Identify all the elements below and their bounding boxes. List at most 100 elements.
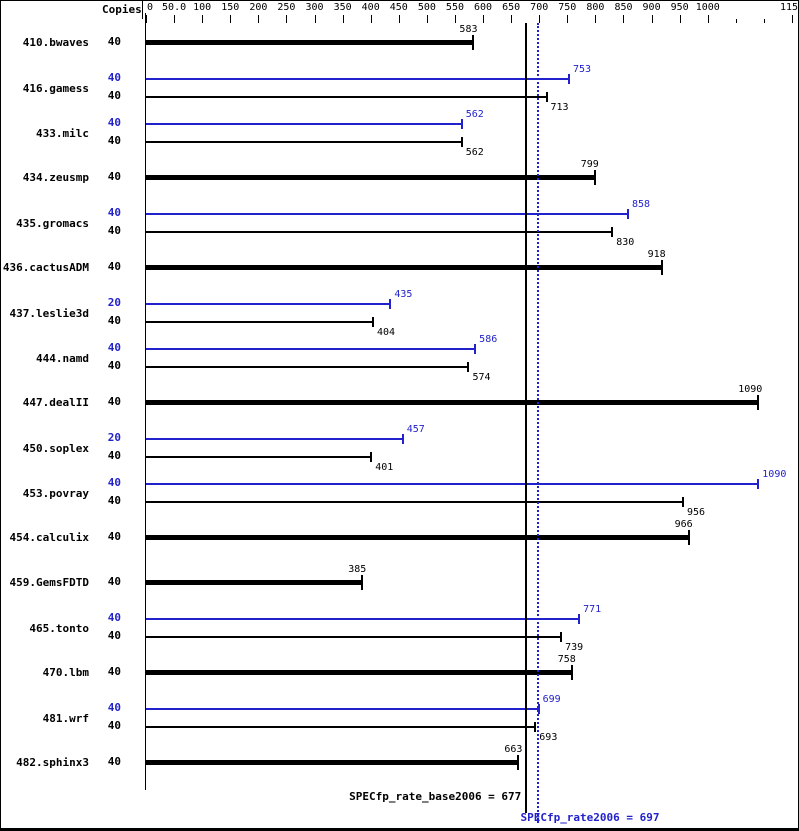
peak-bar — [146, 483, 759, 485]
axis-tick-label: 100 — [193, 2, 212, 13]
base-bar — [146, 231, 613, 233]
base-bar-cap — [460, 137, 463, 147]
benchmark-row: 453.povray 40 1090 40 956 — [1, 469, 798, 520]
base-value-label: 799 — [580, 159, 599, 170]
peak-bar-cap — [460, 119, 463, 129]
axis-tick — [651, 15, 653, 23]
base-copies: 40 — [107, 260, 121, 273]
axis-tick — [286, 15, 288, 23]
axis-tick — [539, 15, 541, 23]
axis-tick — [174, 15, 176, 23]
x-axis: 0 50.0 100 150 200 250 300 350 400 450 500 550 600 65… — [1, 1, 798, 23]
peak-bar — [146, 438, 403, 440]
peak-bar — [146, 78, 569, 80]
benchmark-row: 447.dealII 40 1090 — [1, 384, 798, 430]
benchmark-label: 416.gamess — [22, 82, 89, 95]
benchmark-label: 454.calculix — [9, 531, 89, 544]
benchmark-label: 453.povray — [22, 487, 89, 500]
header-separator — [142, 1, 143, 19]
base-copies: 40 — [107, 719, 121, 732]
base-bar — [146, 456, 372, 458]
peak-value-label: 771 — [583, 604, 602, 615]
peak-bar — [146, 303, 391, 305]
peak-value-label: 753 — [572, 64, 592, 75]
axis-tick — [202, 15, 204, 23]
base-copies: 40 — [107, 665, 121, 678]
base-copies: 40 — [107, 530, 121, 543]
axis-tick-label: 0 — [146, 2, 154, 13]
axis-tick-label: 950 — [670, 2, 689, 13]
peak-bar-cap — [389, 299, 392, 309]
base-bar-cap — [687, 530, 690, 545]
axis-tick-label: 150 — [221, 2, 240, 13]
base-value-label: 758 — [557, 654, 576, 665]
axis-tick — [314, 15, 316, 23]
axis-tick — [707, 15, 709, 23]
axis-tick — [398, 15, 400, 23]
peak-copies: 40 — [107, 206, 121, 219]
axis-tick — [567, 15, 569, 23]
base-bar-cap — [467, 362, 470, 372]
axis-tick-label: 900 — [642, 2, 661, 13]
axis-tick-label: 300 — [305, 2, 324, 13]
base-value-label: 956 — [687, 507, 706, 518]
base-reference-line — [525, 23, 528, 813]
base-bar-cap — [570, 665, 573, 680]
peak-value-label: 562 — [465, 109, 484, 120]
peak-copies: 40 — [107, 611, 121, 624]
base-bar — [146, 96, 547, 98]
axis-tick — [623, 15, 625, 23]
base-bar-cap — [757, 395, 760, 410]
axis-tick — [735, 19, 737, 23]
base-copies: 40 — [107, 359, 121, 372]
axis-tick-label: 250 — [277, 2, 296, 13]
benchmark-row: 437.leslie3d 20 435 40 404 — [1, 289, 798, 340]
benchmark-row: 435.gromacs 40 858 40 830 — [1, 199, 798, 250]
base-bar — [146, 265, 662, 270]
axis-tick — [511, 15, 513, 23]
base-value-label: 663 — [504, 744, 523, 755]
axis-tick-label: 500 — [417, 2, 436, 13]
peak-bar-cap — [537, 704, 540, 714]
base-bar — [146, 726, 536, 728]
base-bar-cap — [593, 170, 596, 185]
benchmark-row: 434.zeusmp 40 799 — [1, 159, 798, 205]
base-bar-cap — [370, 452, 373, 462]
base-value-label: 401 — [375, 462, 394, 473]
axis-tick-label: 200 — [249, 2, 268, 13]
base-bar — [146, 580, 363, 585]
base-copies: 40 — [107, 314, 121, 327]
benchmark-row: 459.GemsFDTD 40 385 — [1, 564, 798, 610]
copies-column-header: Copies — [102, 3, 142, 16]
peak-bar-cap — [578, 614, 581, 624]
axis-tick — [792, 15, 793, 23]
peak-bar-cap — [567, 74, 570, 84]
axis-tick — [679, 15, 681, 23]
peak-bar-cap — [474, 344, 477, 354]
base-value-label: 562 — [465, 147, 484, 158]
axis-tick-label: 550 — [445, 2, 464, 13]
axis-tick — [763, 19, 765, 23]
base-bar — [146, 636, 562, 638]
benchmark-row: 465.tonto 40 771 40 739 — [1, 604, 798, 655]
axis-tick — [370, 15, 372, 23]
base-value-label: 574 — [472, 372, 491, 383]
axis-tick-label: 600 — [474, 2, 493, 13]
base-copies: 40 — [107, 224, 121, 237]
base-bar-cap — [545, 92, 548, 102]
base-copies: 40 — [107, 134, 121, 147]
benchmark-label: 434.zeusmp — [22, 171, 89, 184]
base-value-label: 385 — [348, 564, 367, 575]
base-bar-cap — [560, 632, 563, 642]
base-bar — [146, 501, 684, 503]
peak-copies: 40 — [107, 476, 121, 489]
base-bar-cap — [534, 722, 537, 732]
peak-bar — [146, 348, 476, 350]
base-copies: 40 — [107, 395, 121, 408]
axis-tick-label: 800 — [586, 2, 605, 13]
axis-tick-label: 50.0 — [162, 2, 187, 13]
peak-copies: 40 — [107, 116, 121, 129]
peak-bar — [146, 618, 580, 620]
axis-tick — [258, 15, 260, 23]
base-bar — [146, 760, 519, 765]
